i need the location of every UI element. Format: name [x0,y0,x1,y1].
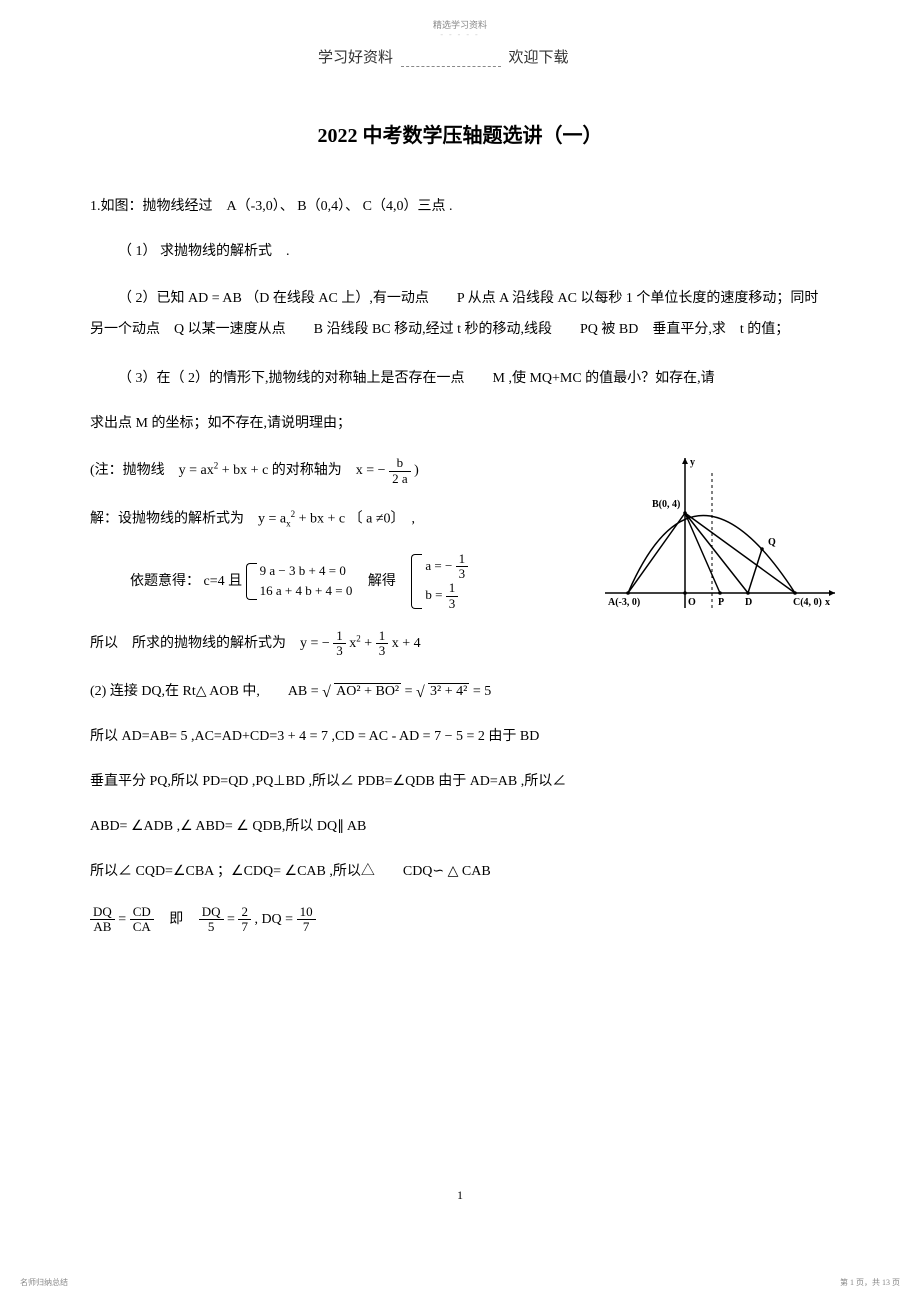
frac-1-3a: 13 [333,629,346,659]
page-header: 学习好资料 欢迎下载 [318,46,569,67]
question-1-3b: 求出点 M 的坐标；如不存在,请说明理由； [90,411,830,436]
p6: 所以∠ CQD=∠CBA ；∠CDQ= ∠CAB ,所以△ CDQ∽ △ CAB [90,859,830,884]
fraction-b-2a: b2 a [389,456,411,486]
eq-solve: 解得 [368,574,396,589]
svg-text:C(4, 0): C(4, 0) [793,597,822,608]
svg-text:y: y [690,457,695,468]
frac-1-3b: 13 [376,629,389,659]
note-prefix: (注：抛物线 y = ax [90,463,214,478]
note-suffix: ) [411,463,419,478]
sqrt-2: 3² + 4² [416,679,469,704]
sol-line-a: a = − 13 [425,552,468,582]
part2-line: (2) 连接 DQ,在 Rt△ AOB 中, AB = AO² + BO² = … [90,679,830,704]
eq-line2: 16 a + 4 b + 4 = 0 [260,581,353,602]
watermark-sub: - - - - - [440,30,479,39]
footer-right: 第 1 页，共 13 页 [840,1277,900,1288]
svg-text:x: x [825,597,830,608]
p5: ABD= ∠ADB ,∠ ABD= ∠ QDB,所以 DQ∥ AB [90,814,830,839]
sol-prefix: 解：设抛物线的解析式为 y = a [90,512,286,527]
content-body: 2022 中考数学压轴题选讲（一） 1.如图：抛物线经过 A（-3,0）、 B（… [90,118,830,954]
question-stem: 1.如图：抛物线经过 A（-3,0）、 B（0,4）、 C（4,0）三点 . [90,194,830,219]
frac-dq-5: DQ5 [199,905,224,935]
p2-eq1: = [401,684,416,699]
frac-dq-ab: DQAB [90,905,115,935]
question-1-1: （ 1） 求抛物线的解析式 . [90,239,830,264]
svg-text:O: O [688,597,696,608]
frac-10-7: 107 [297,905,316,935]
svg-text:P: P [718,597,724,608]
result-c: x + 4 [388,636,420,651]
footer-left: 名师归纳总结 [20,1277,68,1288]
brace-solutions: a = − 13 b = 13 [411,552,468,611]
frac-2-7: 27 [238,905,251,935]
result-prefix: 所以 所求的抛物线的解析式为 y = − [90,636,333,651]
sol-line-b: b = 13 [425,581,468,611]
page-number: 1 [457,1188,463,1203]
sol-mid: + bx + c 〔 a ≠0〕 , [295,512,415,527]
geometry-figure: y x O A(-3, 0) B(0, 4) C(4, 0) P D Q [600,438,840,638]
header-underline [401,66,501,67]
eq-sign-1: = [118,912,129,927]
eq-sign-2: = [227,912,238,927]
brace-equations: 9 a − 3 b + 4 = 0 16 a + 4 b + 4 = 0 [246,561,353,603]
eq-line1: 9 a − 3 b + 4 = 0 [260,561,353,582]
page-title: 2022 中考数学压轴题选讲（一） [90,118,830,154]
question-1-3a: （ 3）在（ 2）的情形下,抛物线的对称轴上是否存在一点 M ,使 MQ+MC … [90,366,830,391]
ratio-comma: , DQ = [254,912,296,927]
result-plus: + [361,636,376,651]
p2-result: = 5 [469,684,491,699]
svg-text:Q: Q [768,537,776,548]
p3: 所以 AD=AB= 5 ,AC=AD+CD=3 + 4 = 7 ,CD = AC… [90,724,830,749]
p2-prefix: (2) 连接 DQ,在 Rt△ AOB 中, AB = [90,684,322,699]
question-1-2: （ 2）已知 AD = AB （D 在线段 AC 上）,有一动点 P 从点 A … [90,284,830,346]
svg-text:A(-3, 0): A(-3, 0) [608,597,640,608]
ratio-line: DQAB = CDCA 即 DQ5 = 27 , DQ = 107 [90,905,830,935]
ji-label: 即 [169,912,183,927]
svg-text:B(0, 4): B(0, 4) [652,499,680,510]
result-x2: x [346,636,357,651]
eq-prefix: 依题意得： c=4 且 [130,574,242,589]
header-right: 欢迎下载 [509,50,569,66]
frac-cd-ca: CDCA [130,905,154,935]
note-mid: + bx + c 的对称轴为 x = − [218,463,389,478]
header-left: 学习好资料 [318,50,393,66]
svg-text:D: D [745,597,752,608]
p4: 垂直平分 PQ,所以 PD=QD ,PQ⊥BD ,所以∠ PDB=∠QDB 由于… [90,769,830,794]
subscript-x: x [286,518,291,528]
sqrt-1: AO² + BO² [322,679,401,704]
